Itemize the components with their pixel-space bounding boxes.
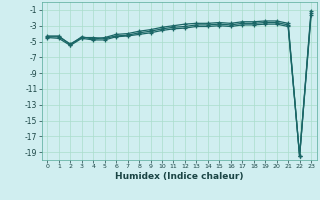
X-axis label: Humidex (Indice chaleur): Humidex (Indice chaleur)	[115, 172, 244, 181]
